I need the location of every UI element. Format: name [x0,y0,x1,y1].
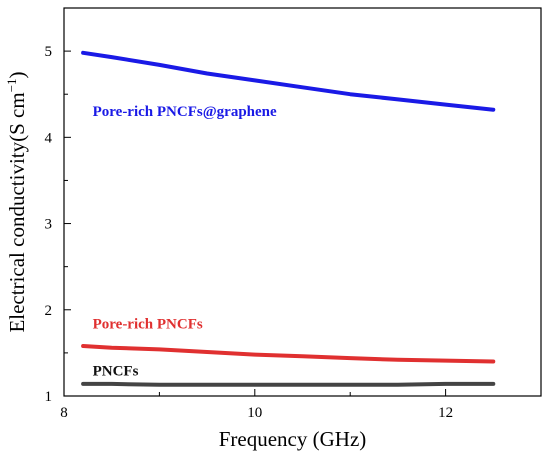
y-axis-title-superscript: −1 [4,78,19,92]
y-tick-label: 4 [45,130,53,146]
series-annotation: Pore-rich PNCFs [93,317,203,333]
series-line-3 [81,381,496,387]
y-tick-label: 5 [45,44,53,60]
x-tick-label: 12 [438,405,453,421]
y-axis-title-close: ) [5,71,29,78]
series-line-1 [81,50,496,112]
y-tick-label: 2 [45,303,53,319]
y-tick-label: 3 [45,217,53,233]
y-axis-title: Electrical conductivity(S cm−1) [4,71,29,332]
y-axis-title-main: Electrical conductivity(S cm [5,92,29,332]
x-axis-title: Frequency (GHz) [219,427,367,451]
series-line-2 [81,344,496,364]
y-tick-label: 1 [45,389,53,405]
series-annotation: Pore-rich PNCFs@graphene [93,104,277,120]
x-tick-label: 8 [60,405,68,421]
series-annotation: PNCFs [93,363,139,379]
plot-frame [63,7,542,397]
x-tick-label: 10 [247,405,262,421]
